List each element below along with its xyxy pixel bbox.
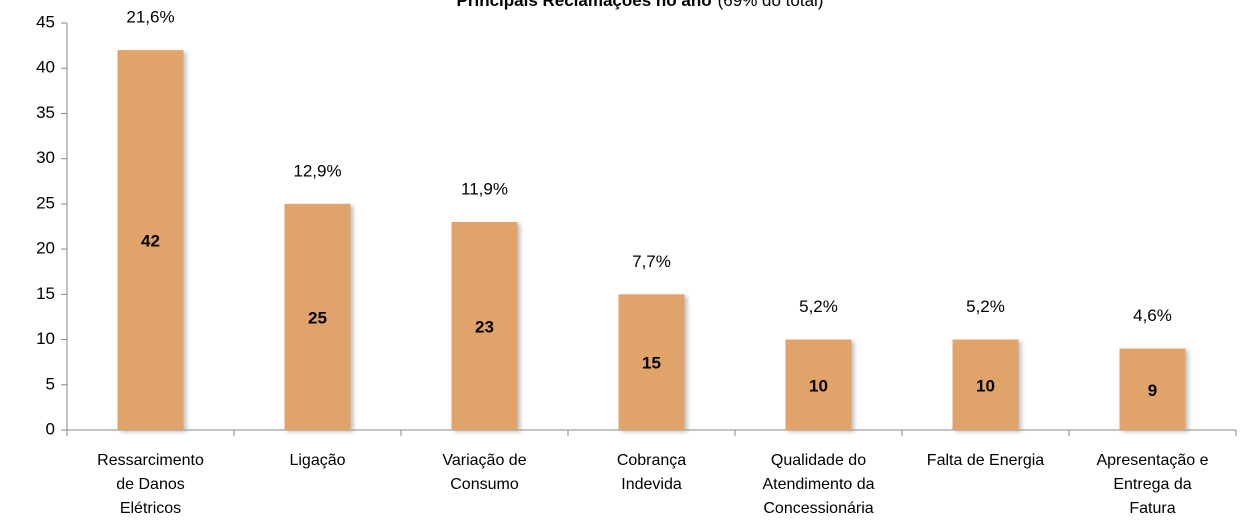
y-tick-label: 35	[36, 103, 55, 122]
y-tick-label: 25	[36, 193, 55, 212]
chart-title: Principais Reclamações no ano (69% do tot…	[457, 0, 824, 10]
y-tick-label: 40	[36, 58, 55, 77]
y-tick-label: 0	[46, 419, 55, 438]
share-label: 21,6%	[126, 8, 174, 27]
bar-value-label: 23	[475, 317, 494, 336]
bar-value-label: 9	[1148, 381, 1157, 400]
share-label: 4,6%	[1133, 306, 1172, 325]
title: Principais Reclamações no ano	[457, 0, 712, 10]
x-tick-label: Variação de Consumo	[442, 452, 527, 493]
bar-value-label: 10	[976, 376, 995, 395]
bar	[451, 221, 518, 430]
x-tick-label: Cobrança Indevida	[616, 452, 687, 493]
bar	[785, 339, 852, 430]
share-label: 7,7%	[632, 252, 671, 271]
bar	[1119, 348, 1186, 430]
bar-value-label: 15	[642, 354, 661, 373]
bar	[117, 50, 184, 431]
x-tick-label: Falta de Energia	[926, 452, 1045, 469]
y-tick-label: 30	[36, 148, 55, 167]
bar-value-label: 10	[809, 376, 828, 395]
bar-value-label: 42	[141, 232, 160, 251]
share-label: 12,9%	[293, 161, 341, 180]
x-tick-label: Ressarcimento de Danos Elétricos	[97, 452, 204, 517]
y-tick-label: 20	[36, 239, 55, 258]
share-label: 5,2%	[966, 297, 1005, 316]
share-label: 11,9%	[461, 179, 508, 198]
bar-value-label: 25	[308, 308, 327, 327]
share-label: 5,2%	[799, 297, 838, 316]
x-tick-label: Apresentação e Entrega da Fatura	[1096, 452, 1209, 517]
y-tick-label: 45	[36, 12, 55, 31]
bar	[284, 203, 351, 430]
bar	[618, 294, 685, 430]
x-tick-label: Qualidade do Atendimento da Concessionár…	[762, 452, 875, 517]
subtitle: (69% do total)	[718, 0, 824, 10]
y-tick-label: 10	[36, 329, 55, 348]
y-tick-label: 5	[46, 374, 55, 393]
bar	[952, 339, 1019, 430]
x-tick-label: Ligação	[289, 452, 346, 469]
y-tick-label: 15	[36, 284, 55, 303]
